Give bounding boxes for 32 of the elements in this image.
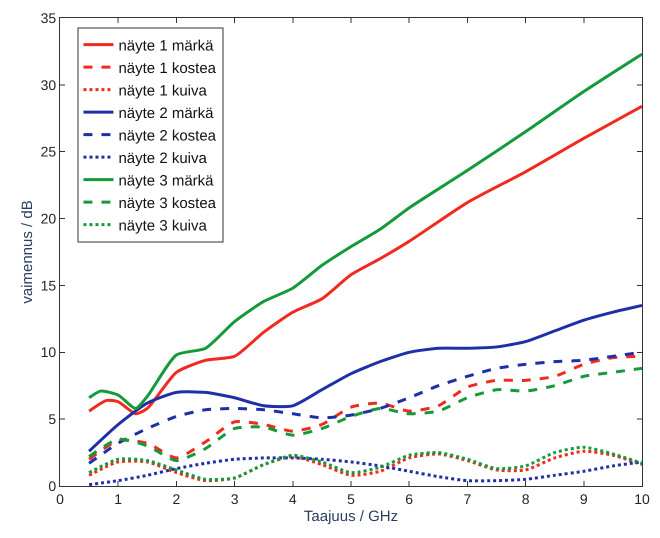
y-tick-label: 15 (40, 277, 56, 294)
x-tick-label: 8 (522, 490, 530, 507)
x-tick-label: 3 (230, 490, 239, 507)
legend-label: näyte 2 märkä (118, 104, 214, 122)
x-tick-label: 5 (347, 490, 356, 507)
line-series (88, 456, 642, 486)
y-tick-label: 35 (40, 10, 56, 26)
x-tick-label: 10 (634, 490, 650, 507)
y-tick-label: 5 (48, 411, 56, 428)
x-axis-title: Taajuus / GHz (304, 508, 398, 525)
x-tick-label: 9 (580, 490, 588, 507)
legend-label: näyte 1 märkä (118, 37, 214, 54)
x-tick-label: 6 (405, 490, 414, 507)
y-tick-label: 30 (40, 76, 56, 93)
legend-label: näyte 1 kostea (118, 60, 217, 77)
legend-label: näyte 1 kuiva (118, 82, 208, 100)
legend-label: näyte 2 kostea (118, 127, 217, 144)
legend-label: näyte 3 kuiva (118, 217, 208, 234)
y-axis-title: vaimennus / dB (18, 200, 36, 304)
legend-label: näyte 3 kostea (118, 194, 217, 212)
x-tick-label: 4 (288, 490, 297, 507)
x-tick-label: 7 (464, 490, 472, 507)
line-series (88, 104, 642, 416)
y-tick-label: 10 (40, 344, 56, 360)
x-tick-label: 2 (172, 490, 180, 507)
line-series (88, 52, 642, 410)
legend-label: näyte 2 kuiva (118, 150, 208, 167)
y-tick-label: 25 (40, 144, 56, 160)
legend-label: näyte 3 märkä (118, 172, 214, 190)
y-tick-label: 0 (48, 478, 56, 494)
y-tick-label: 20 (40, 210, 56, 226)
x-tick-label: 1 (114, 490, 122, 507)
